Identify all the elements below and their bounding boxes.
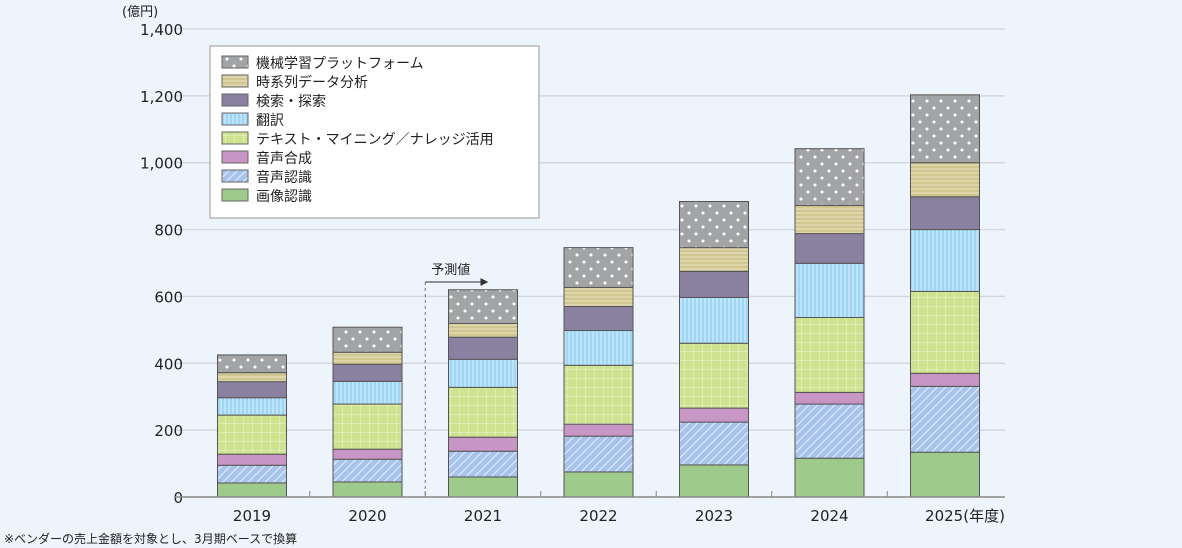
x-tick-label: 2024	[810, 507, 848, 525]
forecast-label: 予測値	[431, 262, 470, 278]
bar-segment	[217, 397, 287, 416]
legend-swatch	[221, 169, 249, 183]
bar-segment	[794, 391, 865, 405]
bar-segment	[679, 421, 749, 466]
legend-swatch	[221, 131, 249, 145]
bar-segment	[794, 205, 865, 235]
bar-segment	[679, 296, 749, 344]
bar-segment	[217, 482, 287, 498]
legend-label: 画像認識	[256, 189, 312, 205]
x-tick-label: 2019	[233, 507, 271, 525]
bar-segment	[448, 323, 518, 338]
bar-segment	[794, 316, 865, 393]
bar-segment	[679, 200, 749, 249]
bar-segment	[910, 290, 980, 374]
legend-label: 翻訳	[256, 113, 284, 129]
bar-segment	[794, 403, 865, 459]
y-tick-label: 1,400	[140, 21, 183, 39]
bar-segment	[563, 286, 634, 307]
bar-segment	[910, 94, 980, 164]
bar-segment	[217, 464, 287, 484]
bar-segment	[794, 233, 865, 264]
bar-segment	[217, 381, 287, 399]
bar-segment	[448, 450, 518, 478]
bar-segment	[563, 364, 634, 425]
bar-segment	[563, 330, 634, 366]
bar-segment	[217, 354, 287, 374]
y-tick-label: 1,200	[140, 88, 183, 106]
bar-segment	[679, 342, 749, 409]
x-tick-label: 2023	[695, 507, 733, 525]
bar-segment	[563, 471, 634, 498]
bar-segment	[563, 423, 634, 437]
bar-segment	[679, 270, 749, 298]
bar-segment	[794, 457, 865, 498]
bar-segment	[217, 414, 287, 455]
bar-segment	[679, 407, 749, 423]
y-tick-label: 800	[154, 222, 183, 240]
bar-segment	[332, 448, 403, 460]
legend-label: テキスト・マイニング／ナレッジ活用	[256, 132, 494, 148]
bar-segment	[448, 336, 518, 360]
legend-label: 機械学習プラットフォーム	[256, 56, 424, 72]
y-tick-label: 600	[154, 288, 183, 306]
axes: 0 200 400 600 800 1,000 1,200 1,400(億円) 2019 2020…	[122, 4, 1005, 525]
bar-segment	[910, 372, 980, 387]
bar-segment	[794, 148, 865, 207]
footnote: ※ベンダーの売上金額を対象とし、3月期ベースで換算	[4, 532, 298, 546]
bar-segment	[448, 289, 518, 325]
bar-segment	[679, 464, 749, 498]
legend-swatch	[221, 150, 249, 164]
y-tick-label: 0	[173, 489, 183, 507]
bar-segment	[563, 305, 634, 332]
bar-segment	[332, 481, 403, 498]
legend-swatch	[221, 55, 249, 69]
bars	[217, 94, 980, 498]
legend-label: 検索・探索	[256, 93, 326, 110]
bar-segment	[910, 385, 980, 453]
bar-segment	[332, 363, 403, 382]
legend-label: 音声合成	[256, 150, 312, 167]
bar-segment	[910, 196, 980, 231]
legend-label: 時系列データ分析	[256, 74, 368, 91]
bar-segment	[910, 451, 980, 498]
legend-box	[209, 45, 540, 219]
bar-segment	[679, 247, 749, 272]
bar-segment	[910, 162, 980, 198]
bar-segment	[332, 458, 403, 483]
bar-segment	[910, 229, 980, 292]
legend-swatch	[221, 188, 249, 202]
bar-segment	[794, 262, 865, 318]
x-tick-label: 2020	[348, 507, 386, 525]
x-tick-label: 2021	[464, 507, 502, 525]
bar-segment	[332, 403, 403, 450]
bar-segment	[563, 247, 634, 288]
legend-swatch	[221, 112, 249, 126]
x-tick-label: 2025(年度)	[925, 507, 1005, 525]
legend: 機械学習プラットフォーム時系列データ分析検索・探索翻訳テキスト・マイニング／ナレ…	[209, 45, 540, 219]
bar-segment	[448, 436, 518, 452]
legend-swatch	[221, 93, 249, 107]
y-tick-label: 200	[154, 422, 183, 440]
y-tick-label: 1,000	[140, 155, 183, 173]
bar-segment	[217, 453, 287, 466]
bar-segment	[332, 326, 403, 353]
legend-label: 音声認識	[256, 169, 312, 186]
bar-segment	[217, 372, 287, 383]
x-tick-label: 2022	[579, 507, 617, 525]
legend-swatch	[221, 74, 249, 88]
bar-segment	[448, 358, 518, 388]
bar-segment	[332, 351, 403, 365]
bar-segment	[332, 380, 403, 405]
forecast-marker: 予測値	[424, 262, 489, 497]
bar-segment	[448, 476, 518, 498]
y-axis-unit: (億円)	[122, 4, 158, 20]
y-tick-label: 400	[154, 355, 183, 373]
bar-segment	[563, 435, 634, 473]
bar-segment	[448, 386, 518, 438]
